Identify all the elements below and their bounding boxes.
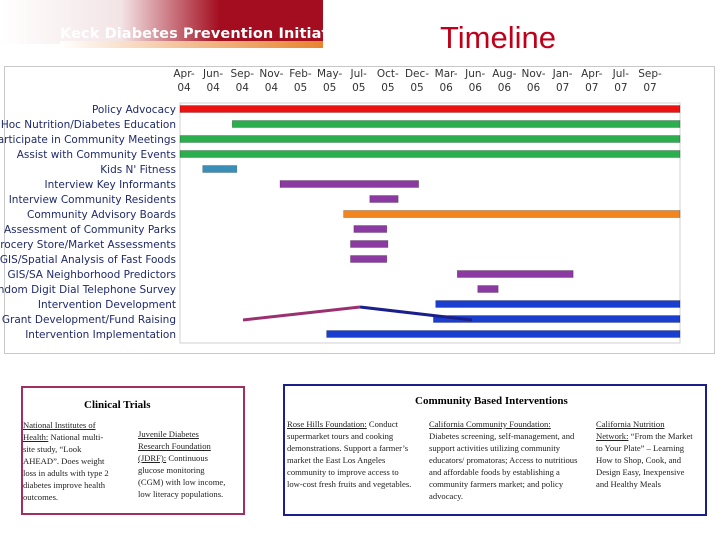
timeline-tick-label: Oct- <box>377 68 399 80</box>
intervention-rose-hills-name: Rose Hills Foundation: <box>287 419 367 429</box>
task-label: Intervention Development <box>38 299 176 311</box>
timeline-tick-label: 07 <box>556 82 569 94</box>
task-label: Assist with Community Events <box>17 149 176 161</box>
intervention-cnn-name: California Nutrition Network: <box>596 419 665 441</box>
clinical-trial-jdrf-desc: Continuous glucose monitoring (CGM) with… <box>138 453 226 499</box>
timeline-tick-label: Apr- <box>581 68 602 80</box>
task-bar <box>435 300 681 308</box>
task-label: Assessment of Community Parks <box>4 224 176 236</box>
timeline-tick-label: 07 <box>585 82 598 94</box>
timeline-tick-label: Apr- <box>173 68 194 80</box>
timeline-tick-label: Dec- <box>405 68 429 80</box>
timeline-tick-label: 04 <box>206 82 220 94</box>
timeline-tick-label: Sep- <box>638 68 662 80</box>
banner-gradient <box>0 0 220 44</box>
header-banner <box>0 0 323 44</box>
task-label: Policy Advocacy <box>92 104 176 116</box>
timeline-tick-label: Nov- <box>522 68 546 80</box>
task-bar <box>456 270 574 278</box>
clinical-trial-nih: National Institutes of Health: National … <box>23 419 113 503</box>
intervention-ccf: California Community Foundation: Diabete… <box>429 418 581 502</box>
intervention-cnn: California Nutrition Network: “From the … <box>596 418 694 490</box>
timeline-tick-label: 05 <box>410 82 423 94</box>
clinical-trial-nih-desc: National multi-site study, “Look AHEAD”.… <box>23 432 109 502</box>
community-interventions-box <box>283 384 707 516</box>
arrow-right-pointer <box>359 305 473 322</box>
task-bar <box>179 150 681 158</box>
task-bar <box>353 225 388 233</box>
task-bar <box>343 210 681 218</box>
community-interventions-title: Community Based Interventions <box>415 395 568 407</box>
timeline-tick-label: 06 <box>439 82 453 94</box>
task-bar <box>350 240 389 248</box>
timeline-tick-label: 07 <box>643 82 656 94</box>
banner-stripe <box>60 41 323 48</box>
timeline-tick-label: Jul- <box>612 68 630 80</box>
timeline-tick-label: Jan- <box>552 68 573 80</box>
intervention-ccf-desc: Diabetes screening, self-management, and… <box>429 431 578 501</box>
task-label: Participate in Community Meetings <box>0 134 176 146</box>
intervention-cnn-desc: “From the Market to Your Plate” – Learni… <box>596 431 693 489</box>
timeline-tick-label: 05 <box>381 82 394 94</box>
task-label: Grocery Store/Market Assessments <box>0 239 176 251</box>
timeline-tick-label: 04 <box>265 82 279 94</box>
page-title: Timeline <box>440 20 556 55</box>
timeline-tick-label: Jul- <box>350 68 368 80</box>
task-label: Interview Key Informants <box>45 179 176 191</box>
timeline-tick-label: Jun- <box>202 68 223 80</box>
timeline-tick-label: Jun- <box>464 68 485 80</box>
task-label: Ad Hoc Nutrition/Diabetes Education <box>0 119 176 131</box>
timeline-tick-label: Feb- <box>289 68 312 80</box>
task-bar <box>326 330 681 338</box>
timeline-tick-label: 06 <box>469 82 483 94</box>
clinical-trials-box <box>21 386 245 515</box>
arrow-left-pointer <box>242 305 361 322</box>
clinical-trial-jdrf: Juvenile Diabetes Research Foundation (J… <box>138 428 230 500</box>
timeline-tick-label: Nov- <box>259 68 283 80</box>
timeline-tick-label: 05 <box>352 82 365 94</box>
intervention-rose-hills-desc: Conduct supermarket tours and cooking de… <box>287 419 412 489</box>
task-bar <box>279 180 419 188</box>
timeline-tick-label: 04 <box>177 82 191 94</box>
task-label: GIS/Spatial Analysis of Fast Foods <box>0 254 176 266</box>
timeline-tick-label: 06 <box>498 82 512 94</box>
intervention-ccf-name: California Community Foundation: <box>429 419 551 429</box>
task-label: Grant Development/Fund Raising <box>2 314 176 326</box>
timeline-tick-label: May- <box>317 68 343 80</box>
timeline-tick-label: Sep- <box>230 68 254 80</box>
clinical-trial-jdrf-name: Juvenile Diabetes Research Foundation (J… <box>138 429 211 463</box>
task-label: Intervention Implementation <box>25 329 176 341</box>
timeline-tick-label: Aug- <box>492 68 517 80</box>
task-bar <box>433 315 681 323</box>
task-label: Interview Community Residents <box>9 194 176 206</box>
task-bar <box>179 135 681 143</box>
timeline-tick-label: Mar- <box>435 68 458 80</box>
intervention-rose-hills: Rose Hills Foundation: Conduct supermark… <box>287 418 413 490</box>
timeline-tick-label: 06 <box>527 82 541 94</box>
timeline-tick-label: 07 <box>614 82 627 94</box>
clinical-trials-title: Clinical Trials <box>84 399 151 411</box>
timeline-tick-label: 05 <box>294 82 307 94</box>
task-bar <box>369 195 399 203</box>
task-bar <box>477 285 499 293</box>
task-label: Random Digit Dial Telephone Survey <box>0 284 176 296</box>
timeline-tick-label: 05 <box>323 82 336 94</box>
clinical-trial-nih-name: National Institutes of Health: <box>23 420 96 442</box>
task-bar <box>350 255 388 263</box>
task-bar <box>202 165 238 173</box>
task-label: Kids N' Fitness <box>100 164 176 176</box>
task-bar <box>231 120 681 128</box>
task-label: Community Advisory Boards <box>27 209 176 221</box>
task-bar <box>179 105 681 113</box>
gantt-chart: Apr- 04 Jun- 04 Sep- 04 Nov- 04 Feb- 05 May- 05 Jul-… <box>0 66 715 354</box>
timeline-tick-label: 04 <box>236 82 250 94</box>
org-name: Keck Diabetes Prevention Initiative <box>60 26 354 42</box>
task-label: GIS/SA Neighborhood Predictors <box>8 269 176 281</box>
